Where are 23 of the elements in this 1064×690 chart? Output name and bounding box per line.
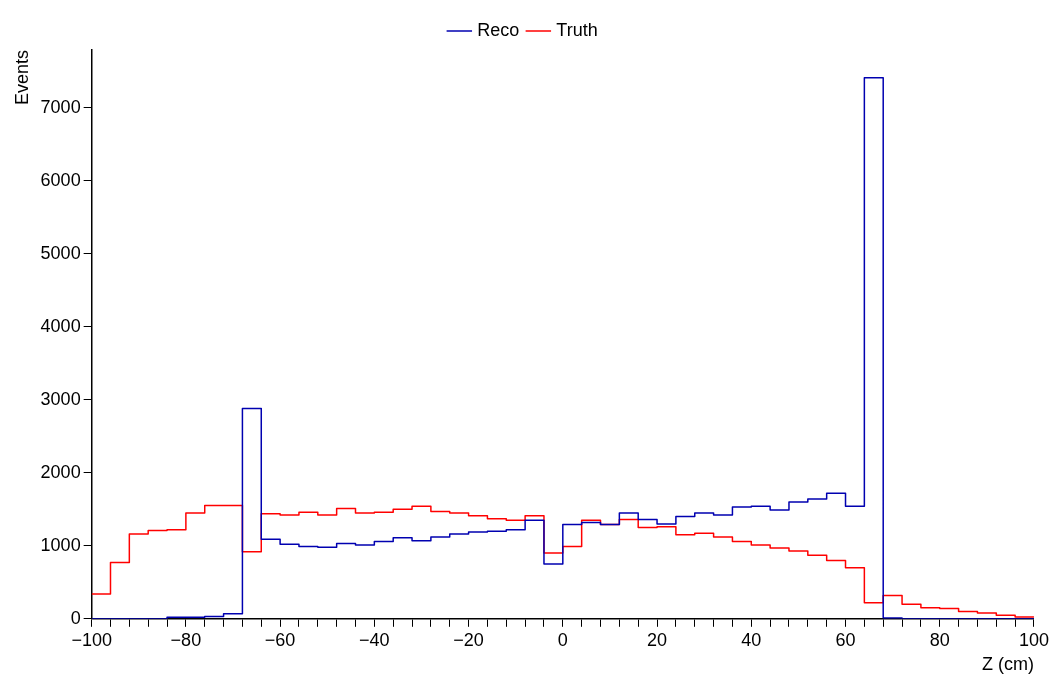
y-tick-label: 1000 (40, 534, 81, 555)
x-tick-label: 40 (741, 629, 762, 650)
x-axis-title: Z (cm) (982, 654, 1034, 675)
x-tick-label: 20 (647, 629, 668, 650)
x-tick-label: −100 (71, 629, 112, 650)
y-tick-label: 2000 (40, 461, 81, 482)
x-tick-label: −20 (453, 629, 484, 650)
x-tick-label: 80 (929, 629, 950, 650)
legend-label: Reco (477, 19, 520, 40)
x-tick-label: −60 (264, 629, 296, 650)
x-tick-label: −40 (359, 629, 390, 650)
y-tick-label: 6000 (40, 169, 81, 190)
y-tick-label: 5000 (40, 242, 81, 263)
x-tick-label: 0 (557, 629, 568, 650)
x-tick-label: 60 (835, 629, 856, 650)
y-tick-label: 3000 (40, 388, 81, 409)
x-tick-label: −80 (170, 629, 202, 650)
y-tick-label: 7000 (40, 96, 81, 117)
legend-label: Truth (556, 19, 598, 40)
y-tick-label: 0 (70, 607, 81, 628)
y-axis-title: Events (11, 50, 32, 106)
x-tick-label: 100 (1018, 629, 1050, 650)
y-tick-label: 4000 (40, 315, 81, 336)
